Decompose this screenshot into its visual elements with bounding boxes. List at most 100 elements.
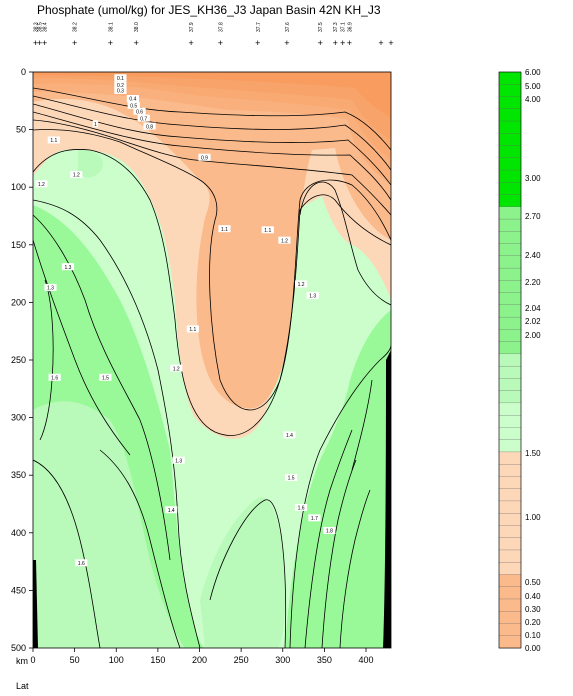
contour-label: 1.2 xyxy=(281,238,288,244)
contour-label: 0.9 xyxy=(201,155,208,161)
colorbar-swatch xyxy=(498,292,522,306)
x-tick-label: 50 xyxy=(70,655,80,665)
contour-line xyxy=(351,379,373,471)
colorbar-tick-label: 1.00 xyxy=(525,513,541,522)
contour-label: 1.6 xyxy=(78,561,85,567)
colorbar-swatch xyxy=(498,513,522,526)
contour-label: 0.2 xyxy=(117,83,124,89)
contour-field xyxy=(33,72,391,648)
colorbar-swatch xyxy=(498,427,522,441)
contour-label: 1.1 xyxy=(189,327,196,333)
colorbar-tick-label: 0.20 xyxy=(525,618,541,627)
colorbar-swatch xyxy=(498,635,522,649)
colorbar-swatch xyxy=(498,439,522,453)
contour-label-bg xyxy=(261,226,274,234)
contour-label: 0.4 xyxy=(129,97,136,103)
contour-label-bg xyxy=(137,114,150,122)
station-label: 37.6 xyxy=(285,22,291,32)
contour-line xyxy=(339,489,371,648)
station-label: 37.9 xyxy=(189,22,195,32)
y-tick-label: 100 xyxy=(11,182,26,192)
contour-label-bg xyxy=(170,364,183,372)
station-marker: + xyxy=(218,38,223,48)
region-pale-green-west xyxy=(33,401,185,648)
colorbar-tick-label: 2.70 xyxy=(525,212,541,221)
region-pale-green-eddy xyxy=(78,149,103,178)
colorbar-swatch xyxy=(498,353,522,367)
colorbar-swatch xyxy=(498,451,522,465)
contour-label: 1.7 xyxy=(311,516,318,522)
contour-label: 0.3 xyxy=(117,89,124,95)
colorbar-tick-label: 2.20 xyxy=(525,278,541,287)
colorbar-swatch xyxy=(498,390,522,404)
contour-label: 1.3 xyxy=(64,265,71,271)
colorbar-swatch xyxy=(498,488,522,502)
colorbar-swatch xyxy=(498,476,522,490)
region-orange-0.5-1.0 xyxy=(33,72,391,409)
colorbar-swatch xyxy=(498,243,522,257)
colorbar-tick-label: 0.00 xyxy=(525,644,541,653)
region-pale-green-deep xyxy=(200,497,285,648)
contour-label: 1.4 xyxy=(168,508,175,514)
contour-label: 1.6 xyxy=(298,506,305,512)
contour-label: 1.1 xyxy=(264,228,271,234)
contour-label: 0.1 xyxy=(117,76,124,82)
colorbar-swatch xyxy=(498,537,522,551)
y-tick-label: 50 xyxy=(16,125,26,135)
colorbar-swatch xyxy=(498,84,522,97)
colorbar-tick-label: 3.00 xyxy=(525,174,541,183)
contour-label-bg xyxy=(172,456,185,464)
colorbar-swatch xyxy=(498,157,522,171)
station-label: 37.3 xyxy=(333,22,339,32)
colorbar-swatch xyxy=(498,169,522,183)
terrain-left xyxy=(33,560,38,648)
contour-label: 1.2 xyxy=(298,282,305,288)
y-tick-label: 200 xyxy=(11,297,26,307)
station-marker: + xyxy=(189,38,194,48)
y-tick-label: 150 xyxy=(11,240,26,250)
station-label: 38.2 xyxy=(73,22,79,32)
contour-label-bg xyxy=(47,136,60,144)
contour-label: 1.1 xyxy=(50,138,57,144)
contour-label: 0.5 xyxy=(130,104,137,110)
colorbar-tick-label: 0.30 xyxy=(525,605,541,614)
colorbar-swatch xyxy=(498,562,522,575)
colorbar-tick-label: 6.00 xyxy=(525,68,541,77)
colorbar-swatch xyxy=(498,623,522,637)
colorbar-swatch xyxy=(498,182,522,196)
contour-label: 1.2 xyxy=(173,366,180,372)
contour-line xyxy=(33,119,391,216)
contour-label-bg xyxy=(294,280,308,288)
colorbar-swatch xyxy=(498,598,522,612)
contour-label: 1.3 xyxy=(175,458,182,464)
contour-label-bg xyxy=(70,171,83,179)
contour-label: 0.6 xyxy=(136,109,143,115)
contour-label-bg xyxy=(308,514,321,522)
station-marker: + xyxy=(42,38,47,48)
contour-label-bg xyxy=(306,291,319,299)
terrain-right xyxy=(383,350,391,648)
contour-line xyxy=(33,129,391,411)
contour-label: 1.2 xyxy=(73,173,80,179)
station-label: 36.9 xyxy=(347,22,353,32)
contour-line xyxy=(321,459,357,648)
x-tick-label: 150 xyxy=(150,655,165,665)
contour-label-bg xyxy=(92,120,99,128)
contour-line xyxy=(33,459,101,648)
colorbar-swatch xyxy=(498,145,522,159)
y-tick-label: 0 xyxy=(21,67,26,77)
colorbar-swatch xyxy=(498,574,522,588)
station-label: 37.1 xyxy=(341,22,347,32)
contour-label: 1.6 xyxy=(51,375,58,381)
contour-label: 1.5 xyxy=(288,476,295,482)
contour-label: 1 xyxy=(94,122,97,128)
contour-line xyxy=(33,239,131,456)
colorbar-swatch xyxy=(498,464,522,477)
colorbar-tick-label: 5.00 xyxy=(525,82,541,91)
contour-line xyxy=(99,449,181,648)
station-label: 37.7 xyxy=(256,22,262,32)
colorbar-swatch xyxy=(498,611,522,624)
x-axis-variable-label: Lat xyxy=(16,681,29,691)
contour-label-bg xyxy=(114,81,127,89)
